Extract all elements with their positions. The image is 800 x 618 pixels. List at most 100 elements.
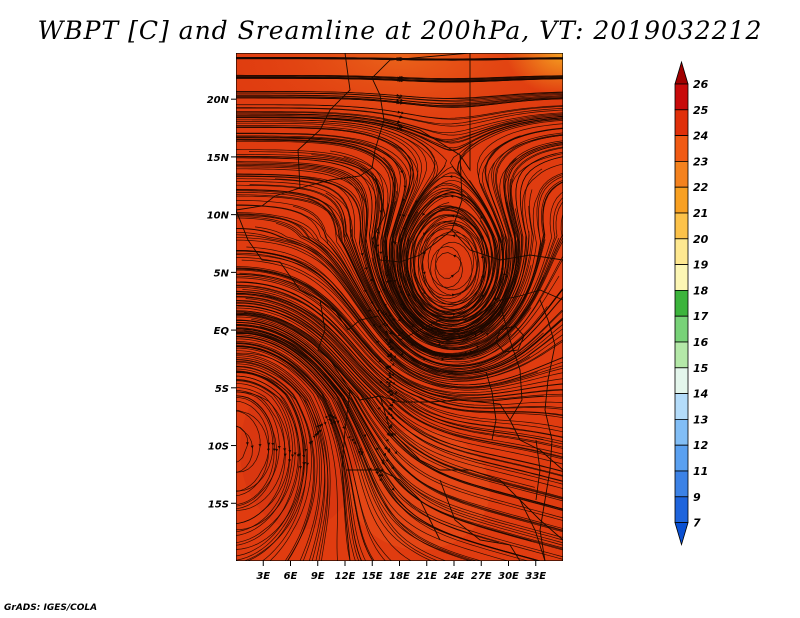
- streamline-arrow: [379, 251, 383, 255]
- lat-tick-label: 20N: [207, 95, 230, 106]
- streamline-arrow: [452, 234, 456, 238]
- streamline: [236, 328, 532, 542]
- streamline-arrow: [312, 435, 316, 439]
- streamline-arrow: [397, 110, 401, 114]
- colorbar-label: 23: [693, 155, 709, 168]
- streamline: [374, 142, 563, 340]
- streamline-arrow: [331, 415, 335, 419]
- streamline-arrow: [394, 451, 398, 455]
- streamline-arrow: [383, 453, 387, 457]
- streamline-arrow: [423, 357, 427, 361]
- streamline-arrow: [480, 215, 484, 219]
- streamline: [236, 302, 563, 472]
- streamline: [236, 166, 563, 357]
- streamline-arrow: [283, 448, 287, 452]
- streamline-arrow: [357, 450, 361, 454]
- colorbar-box: [674, 496, 689, 523]
- streamline-arrow: [389, 354, 393, 358]
- streamline-arrow: [398, 126, 402, 130]
- streamline-arrow: [391, 373, 395, 376]
- colorbar-label: 20: [693, 233, 709, 246]
- streamline: [236, 410, 261, 473]
- streamline-arrow: [378, 478, 382, 482]
- colorbar-label: 19: [693, 259, 709, 272]
- streamline: [236, 338, 412, 561]
- country-border: [379, 395, 563, 471]
- streamline-arrow: [400, 125, 404, 129]
- streamline-arrow: [481, 294, 484, 298]
- streamline-arrow: [271, 442, 275, 446]
- streamline: [236, 371, 305, 561]
- streamline: [236, 342, 374, 561]
- streamline-arrow: [481, 235, 484, 239]
- streamline: [236, 350, 338, 561]
- wbpt-field-corner: [400, 53, 563, 173]
- map-area: [236, 53, 563, 561]
- colorbar-box: [674, 289, 689, 317]
- colorbar-label: 26: [693, 78, 709, 91]
- streamline: [251, 119, 563, 325]
- streamline: [383, 118, 563, 332]
- colorbar-box: [674, 418, 689, 446]
- streamline-arrow: [314, 433, 318, 437]
- lon-tick-label: 18E: [389, 571, 410, 582]
- streamline: [246, 246, 563, 380]
- streamline-arrow: [451, 214, 455, 218]
- grads-credit: GrADS: IGES/COLA: [4, 603, 98, 613]
- streamline: [237, 305, 563, 482]
- streamline: [236, 96, 563, 106]
- lat-tick-label: 5N: [214, 268, 230, 279]
- streamline-arrow: [422, 271, 426, 275]
- streamline: [236, 237, 563, 376]
- streamline: [236, 353, 331, 561]
- streamline-arrow: [400, 98, 404, 102]
- streamline-arrow: [390, 403, 394, 407]
- streamline: [236, 136, 482, 339]
- streamline-arrow: [378, 473, 382, 478]
- streamline-arrow: [391, 416, 395, 420]
- streamline-arrow: [333, 416, 337, 420]
- colorbar-box: [674, 160, 689, 188]
- colorbar-box: [674, 341, 689, 369]
- streamline-arrow: [496, 296, 500, 300]
- streamline-arrow: [391, 466, 395, 470]
- streamline-arrow: [485, 333, 490, 336]
- streamline: [236, 252, 563, 389]
- country-border: [347, 289, 563, 341]
- streamline: [236, 361, 320, 561]
- streamline-arrow: [453, 254, 457, 258]
- colorbar: 26 25 24 23 22 21 20 19 18 17 16 15 14 13 12 11 9 7: [674, 60, 709, 547]
- streamline-arrow: [469, 350, 473, 354]
- streamline: [400, 166, 505, 322]
- streamline: [236, 275, 563, 410]
- streamline-arrow: [392, 381, 396, 385]
- country-borders: [236, 53, 563, 561]
- streamline: [325, 181, 563, 357]
- streamline: [236, 343, 367, 561]
- lon-tick-label: 30E: [498, 571, 519, 582]
- streamline: [240, 281, 563, 416]
- streamline-arrow: [318, 424, 322, 428]
- streamline: [236, 249, 563, 382]
- streamline-arrow: [387, 448, 391, 452]
- streamline: [236, 285, 563, 439]
- streamline-arrow: [387, 433, 391, 437]
- streamline: [236, 300, 563, 472]
- streamline-arrow: [396, 93, 400, 97]
- streamline: [236, 390, 286, 525]
- colorbar-box: [674, 444, 689, 472]
- streamlines: [236, 56, 563, 561]
- streamline: [236, 366, 315, 561]
- streamline: [236, 121, 519, 335]
- colorbar-box: [674, 367, 689, 394]
- streamline: [359, 140, 563, 343]
- streamline-arrow: [258, 444, 262, 447]
- streamline: [236, 125, 557, 337]
- streamline-arrow: [388, 365, 392, 369]
- lon-tick-label: 12E: [335, 571, 356, 582]
- streamline: [236, 314, 563, 510]
- streamline: [251, 319, 563, 521]
- country-border: [317, 299, 381, 401]
- streamline: [236, 355, 329, 561]
